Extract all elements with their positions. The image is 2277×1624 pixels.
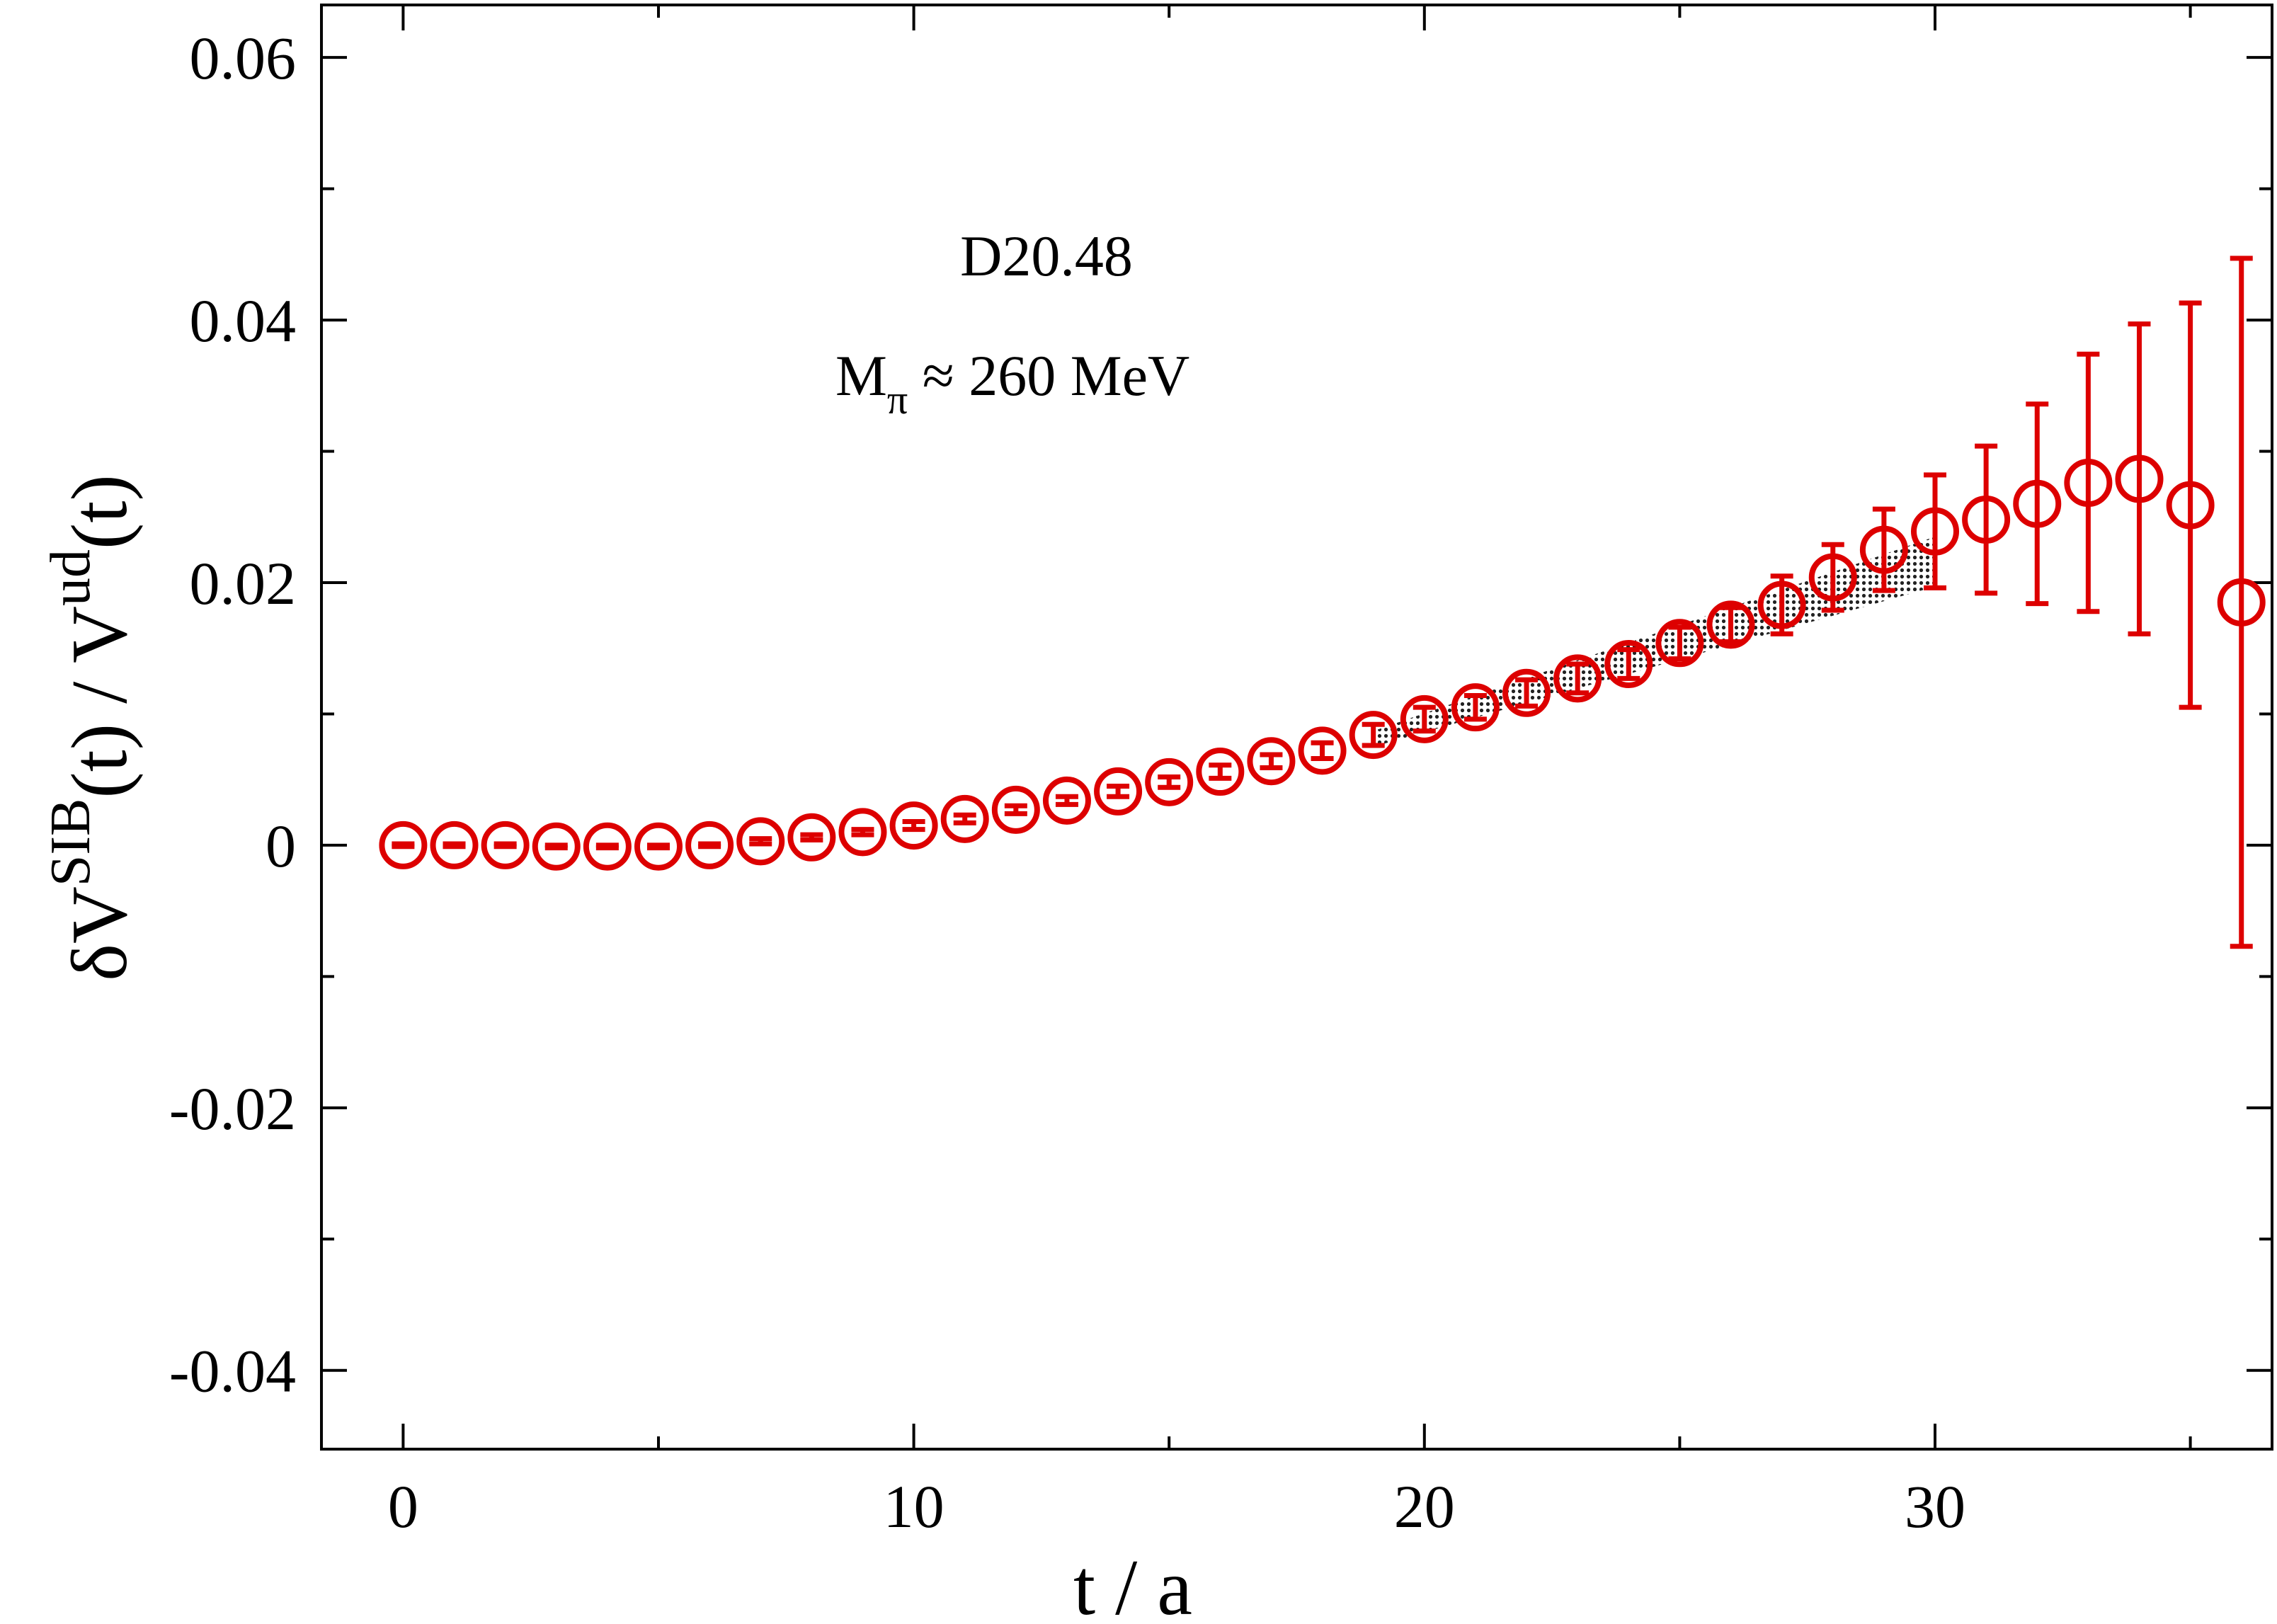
data-point — [1859, 525, 1908, 574]
error-bar — [1055, 794, 1078, 807]
error-bar — [1362, 721, 1385, 748]
data-point — [1196, 748, 1245, 796]
data-point — [2166, 481, 2215, 530]
data-point — [1451, 683, 1500, 732]
x-axis-title: t / a — [1073, 1544, 1192, 1624]
error-bar — [1004, 803, 1027, 816]
x-tick-label: 10 — [884, 1473, 945, 1540]
data-point — [991, 785, 1040, 834]
error-bar — [1975, 443, 1998, 596]
data-point — [1962, 495, 2011, 544]
error-bar — [2179, 300, 2202, 710]
error-bar — [2128, 321, 2151, 636]
error-bar — [2077, 351, 2100, 614]
annotation-pion-mass: Mπ ≈ 260 MeV — [835, 343, 1189, 423]
data-points — [379, 454, 2266, 871]
data-point — [634, 822, 683, 871]
data-point — [940, 794, 989, 843]
error-bar — [392, 841, 415, 850]
error-bar — [749, 836, 772, 847]
data-point — [685, 820, 734, 869]
data-point — [1553, 654, 1602, 703]
error-bar — [851, 827, 874, 837]
error-bar — [1617, 647, 1640, 681]
error-bar — [1668, 624, 1691, 662]
error-bar — [1260, 752, 1283, 770]
plot-frame — [320, 4, 2273, 1451]
data-point — [1502, 668, 1551, 717]
data-point — [583, 822, 632, 871]
data-point — [1145, 757, 1194, 806]
error-bar — [1413, 704, 1436, 734]
data-point — [1911, 507, 1960, 556]
data-point — [1400, 694, 1449, 743]
y-tick-label: 0.02 — [190, 549, 297, 617]
error-bars — [392, 256, 2253, 949]
error-bar — [443, 841, 466, 850]
error-bar — [1872, 506, 1895, 593]
data-point — [430, 820, 479, 869]
y-tick-label: 0.06 — [190, 24, 297, 92]
error-bar — [953, 812, 976, 825]
axis-ticks — [321, 5, 2272, 1449]
data-point — [1604, 639, 1653, 688]
error-bar — [1209, 762, 1232, 781]
y-axis-title: δVSIB(t) / Vud(t) — [40, 474, 144, 981]
data-point — [1094, 767, 1143, 816]
tick-labels: 0 10 20 30 -0.04 -0.02 0 0.02 0.04 0.06 — [169, 24, 1965, 1540]
error-bar — [2230, 256, 2253, 949]
data-point — [787, 813, 836, 862]
y-tick-label: 0 — [266, 812, 296, 880]
data-point — [889, 801, 938, 850]
error-bar — [1566, 661, 1590, 696]
data-point — [481, 820, 530, 869]
error-bar — [1463, 692, 1487, 722]
y-tick-label: -0.02 — [169, 1075, 296, 1143]
data-point — [532, 822, 581, 871]
data-point — [1247, 737, 1296, 786]
data-point — [1298, 726, 1347, 775]
error-bar — [902, 819, 925, 833]
error-bar — [2026, 401, 2049, 607]
y-tick-label: -0.04 — [169, 1337, 296, 1405]
x-tick-label: 30 — [1905, 1473, 1965, 1540]
data-point — [1349, 711, 1398, 760]
error-bar — [544, 842, 568, 851]
error-bar — [698, 841, 721, 850]
annotation-ensemble: D20.48 — [960, 224, 1133, 288]
error-bar — [1158, 774, 1181, 790]
error-bar — [1107, 783, 1130, 799]
y-tick-label: 0.04 — [190, 287, 297, 355]
x-tick-label: 0 — [388, 1473, 418, 1540]
error-bar — [1924, 472, 1947, 590]
data-point — [736, 817, 785, 866]
x-tick-label: 20 — [1394, 1473, 1455, 1540]
error-bar — [1515, 677, 1539, 709]
data-point — [2064, 459, 2113, 508]
error-bar — [1311, 740, 1334, 762]
data-point — [838, 808, 887, 857]
data-point — [1808, 553, 1857, 602]
error-bar — [800, 832, 823, 842]
error-bar — [493, 841, 517, 850]
data-point — [2217, 578, 2266, 627]
error-bar — [646, 842, 670, 851]
data-point — [2013, 479, 2062, 528]
data-point — [1655, 619, 1704, 668]
data-point — [1706, 600, 1755, 649]
data-point — [1757, 581, 1806, 629]
data-point — [379, 820, 428, 869]
data-point — [1042, 776, 1091, 825]
data-point — [2115, 454, 2164, 503]
error-bar — [595, 842, 619, 851]
